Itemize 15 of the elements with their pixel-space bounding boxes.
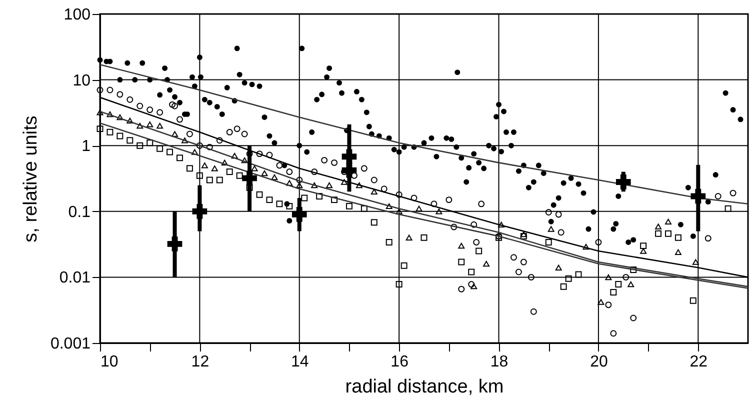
y-axis-title: s, relative units [20, 116, 42, 242]
y-tick-label: 0.1 [68, 204, 91, 221]
x-tick-label: 18 [490, 354, 508, 370]
y-tick-label: 0.01 [59, 270, 91, 287]
x-tick-label: 20 [590, 354, 608, 370]
y-tick-label: 0.001 [50, 336, 91, 352]
x-axis-title: radial distance, km [345, 376, 504, 398]
x-tick-label: 14 [290, 354, 309, 370]
x-tick-label: 12 [191, 354, 210, 370]
x-tick-label: 16 [390, 354, 409, 370]
x-tick-label: 10 [100, 354, 118, 370]
x-tick-label: 22 [690, 354, 708, 370]
y-tick-label: 1 [82, 138, 91, 156]
y-tick-label: 100 [64, 6, 91, 24]
y-tick-label: 10 [72, 72, 91, 90]
